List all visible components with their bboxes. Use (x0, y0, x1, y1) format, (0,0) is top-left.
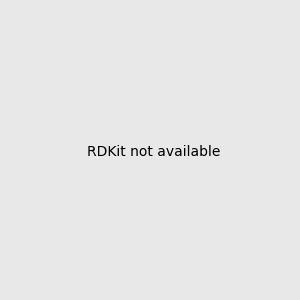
Text: RDKit not available: RDKit not available (87, 145, 220, 158)
